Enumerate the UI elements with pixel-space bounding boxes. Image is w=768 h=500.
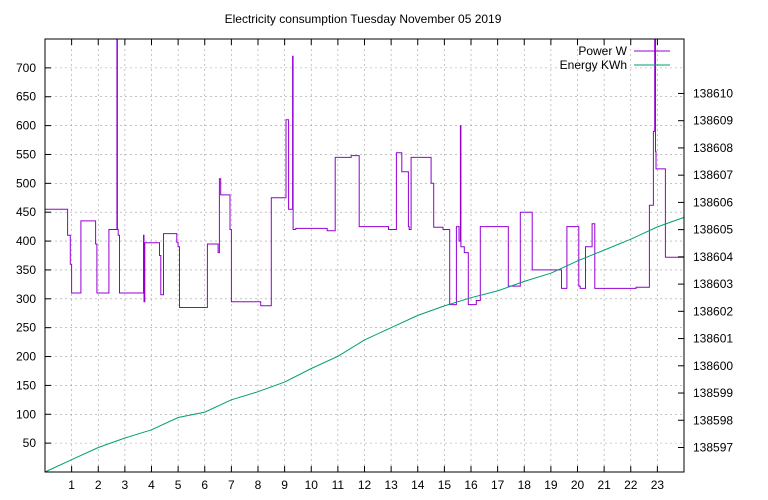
y2-tick-label: 138605: [693, 223, 733, 237]
x-tick-label: 21: [597, 478, 611, 492]
y-tick-label: 450: [16, 205, 36, 219]
x-tick-label: 15: [438, 478, 452, 492]
grid: [45, 39, 684, 472]
y-tick-label: 300: [16, 292, 36, 306]
x-tick-label: 11: [332, 478, 345, 492]
x-tick-label: 20: [571, 478, 585, 492]
series-energy-line: [44, 216, 685, 473]
x-tick-label: 12: [358, 478, 372, 492]
y2-tick-label: 138610: [693, 86, 733, 100]
y2-tick-label: 138597: [693, 440, 733, 454]
x-tick-label: 14: [411, 478, 425, 492]
x-tick-label: 22: [624, 478, 638, 492]
legend-label-energy: Energy KWh: [560, 58, 627, 72]
x-tick-label: 13: [384, 478, 398, 492]
y2-tick-label: 138606: [693, 195, 733, 209]
y2-tick-label: 138600: [693, 359, 733, 373]
x-tick-label: 8: [255, 478, 262, 492]
x-tick-label: 16: [464, 478, 478, 492]
y-tick-label: 250: [16, 321, 36, 335]
y-tick-label: 700: [16, 61, 36, 75]
legend-label-power: Power W: [578, 44, 627, 58]
x-tick-label: 5: [175, 478, 182, 492]
y-tick-label: 650: [16, 90, 36, 104]
series-layer: [44, 38, 685, 473]
x-tick-label: 9: [281, 478, 288, 492]
series-power-line: [45, 38, 684, 308]
ticks: 1 2 3 4 5 6 7 8 9 10 11 12 13 14 15 16 17 18 19 20 21 22 23501…: [16, 39, 733, 492]
y-tick-label: 200: [16, 350, 36, 364]
y-tick-label: 500: [16, 176, 36, 190]
x-tick-label: 19: [544, 478, 558, 492]
x-tick-label: 17: [491, 478, 505, 492]
y2-tick-label: 138609: [693, 114, 733, 128]
x-tick-label: 6: [201, 478, 208, 492]
y-tick-label: 550: [16, 147, 36, 161]
y-tick-label: 150: [16, 378, 36, 392]
y-tick-label: 600: [16, 119, 36, 133]
y2-tick-label: 138599: [693, 386, 733, 400]
y-tick-label: 400: [16, 234, 36, 248]
x-tick-label: 3: [122, 478, 129, 492]
x-tick-label: 10: [305, 478, 319, 492]
y-tick-label: 50: [23, 436, 37, 450]
chart-title: Electricity consumption Tuesday November…: [225, 12, 502, 26]
y-tick-label: 350: [16, 263, 36, 277]
y2-tick-label: 138608: [693, 141, 733, 155]
x-tick-label: 4: [148, 478, 155, 492]
y2-tick-label: 138604: [693, 250, 733, 264]
y2-tick-label: 138602: [693, 304, 733, 318]
x-tick-label: 2: [95, 478, 102, 492]
y2-tick-label: 138603: [693, 277, 733, 291]
x-tick-label: 1: [68, 478, 75, 492]
y2-tick-label: 138607: [693, 168, 733, 182]
y2-tick-label: 138601: [693, 332, 733, 346]
x-tick-label: 18: [518, 478, 532, 492]
x-tick-label: 7: [228, 478, 235, 492]
y2-tick-label: 138598: [693, 413, 733, 427]
y-tick-label: 100: [16, 407, 36, 421]
legend: Power W Energy KWh: [560, 44, 670, 72]
x-tick-label: 23: [651, 478, 665, 492]
